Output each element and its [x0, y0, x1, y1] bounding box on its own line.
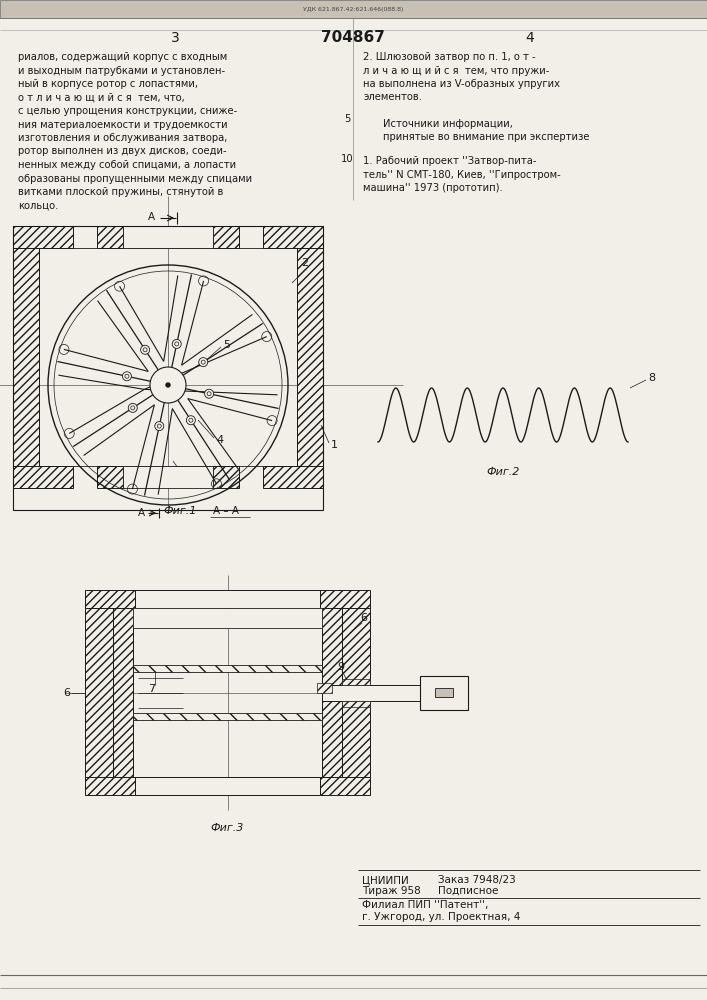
Text: Фиг.2: Фиг.2 [486, 467, 520, 477]
Bar [133, 628, 322, 777]
Text: 6: 6 [63, 688, 70, 698]
Bar [39, 248, 297, 466]
Circle shape [173, 339, 181, 348]
Text: машина'' 1973 (прототип).: машина'' 1973 (прототип). [363, 183, 503, 193]
Text: 5: 5 [344, 114, 350, 124]
Bar [320, 777, 370, 795]
Bar [322, 684, 425, 700]
Bar [13, 226, 73, 248]
Circle shape [155, 422, 164, 431]
Bar [13, 466, 73, 488]
Circle shape [122, 372, 132, 381]
Circle shape [150, 367, 186, 403]
Text: Подписное: Подписное [438, 886, 498, 896]
Bar [263, 466, 323, 488]
Text: Тираж 958: Тираж 958 [362, 886, 421, 896]
Text: Источники информации,: Источники информации, [383, 119, 513, 129]
Text: витками плоской пружины, стянутой в: витками плоской пружины, стянутой в [18, 187, 223, 197]
Bar [320, 590, 370, 608]
Bar [342, 608, 370, 777]
Text: ния материалоемкости и трудоемкости: ния материалоемкости и трудоемкости [18, 119, 228, 129]
Text: 9: 9 [337, 662, 344, 672]
Bar [213, 466, 239, 488]
Bar [342, 678, 370, 684]
Text: Филиал ПИП ''Патент'',: Филиал ПИП ''Патент'', [362, 900, 489, 910]
Bar [97, 226, 123, 248]
Text: А: А [148, 212, 155, 222]
Bar [297, 248, 323, 466]
Bar [135, 590, 320, 608]
Bar [0, 0, 707, 18]
Text: ротор выполнен из двух дисков, соеди-: ротор выполнен из двух дисков, соеди- [18, 146, 227, 156]
Circle shape [166, 383, 170, 387]
Text: риалов, содержащий корпус с входным: риалов, содержащий корпус с входным [18, 52, 227, 62]
Bar [85, 608, 113, 777]
Text: 4: 4 [525, 31, 534, 45]
Circle shape [128, 403, 137, 412]
Bar [317, 682, 332, 692]
Text: ный в корпусе ротор с лопастями,: ный в корпусе ротор с лопастями, [18, 79, 198, 89]
Text: на выполнена из V-образных упругих: на выполнена из V-образных упругих [363, 79, 560, 89]
Text: УДК 621.867.42:621.646(088.8): УДК 621.867.42:621.646(088.8) [303, 6, 403, 11]
Text: ненных между собой спицами, а лопасти: ненных между собой спицами, а лопасти [18, 160, 236, 170]
Text: тель'' N СМТ-180, Киев, ''Гипростром-: тель'' N СМТ-180, Киев, ''Гипростром- [363, 169, 561, 180]
Text: о т л и ч а ю щ и й с я  тем, что,: о т л и ч а ю щ и й с я тем, что, [18, 93, 185, 103]
Bar [113, 608, 133, 777]
Bar [133, 712, 322, 720]
Text: ЦНИИПИ: ЦНИИПИ [362, 875, 409, 885]
Text: элементов.: элементов. [363, 93, 422, 103]
Bar [123, 466, 213, 488]
Circle shape [204, 389, 214, 398]
Bar [133, 608, 322, 628]
Bar [342, 700, 370, 706]
Text: 8: 8 [648, 373, 655, 383]
Text: 1: 1 [331, 440, 338, 450]
Text: А: А [138, 508, 145, 518]
Text: 4: 4 [216, 435, 223, 445]
Text: принятые во внимание при экспертизе: принятые во внимание при экспертизе [383, 132, 590, 142]
Text: Фиг.3: Фиг.3 [211, 823, 244, 833]
Text: А – А: А – А [213, 506, 239, 516]
Bar [85, 590, 135, 608]
Bar [85, 777, 135, 795]
Bar [435, 688, 453, 697]
Text: 704867: 704867 [321, 30, 385, 45]
Bar [213, 226, 239, 248]
Text: 6: 6 [360, 613, 367, 623]
Bar [13, 248, 39, 466]
Text: 10: 10 [341, 154, 354, 164]
Text: образованы пропущенными между спицами: образованы пропущенными между спицами [18, 174, 252, 184]
Text: Фиг.1: Фиг.1 [163, 506, 197, 516]
Text: 7: 7 [148, 684, 155, 694]
Text: Заказ 7948/23: Заказ 7948/23 [438, 875, 515, 885]
Bar [97, 466, 123, 488]
Text: с целью упрощения конструкции, сниже-: с целью упрощения конструкции, сниже- [18, 106, 238, 116]
Text: изготовления и обслуживания затвора,: изготовления и обслуживания затвора, [18, 133, 228, 143]
Circle shape [187, 416, 195, 425]
Circle shape [199, 358, 208, 367]
Text: 5: 5 [223, 340, 230, 350]
Text: л и ч а ю щ и й с я  тем, что пружи-: л и ч а ю щ и й с я тем, что пружи- [363, 66, 549, 76]
Text: кольцо.: кольцо. [18, 200, 59, 211]
Text: 2: 2 [301, 258, 308, 268]
Text: 3: 3 [170, 31, 180, 45]
Text: 2. Шлюзовой затвор по п. 1, о т -: 2. Шлюзовой затвор по п. 1, о т - [363, 52, 536, 62]
Bar [420, 676, 468, 710]
Bar [133, 664, 322, 672]
Bar [135, 777, 320, 795]
Circle shape [141, 345, 150, 354]
Bar [322, 608, 342, 777]
Bar [263, 226, 323, 248]
Text: г. Ужгород, ул. Проектная, 4: г. Ужгород, ул. Проектная, 4 [362, 912, 520, 922]
Text: 3: 3 [186, 475, 193, 485]
Bar [13, 226, 323, 510]
Bar [123, 226, 213, 248]
Text: и выходным патрубками и установлен-: и выходным патрубками и установлен- [18, 66, 225, 76]
Text: 1. Рабочий проект ''Затвор-пита-: 1. Рабочий проект ''Затвор-пита- [363, 156, 537, 166]
